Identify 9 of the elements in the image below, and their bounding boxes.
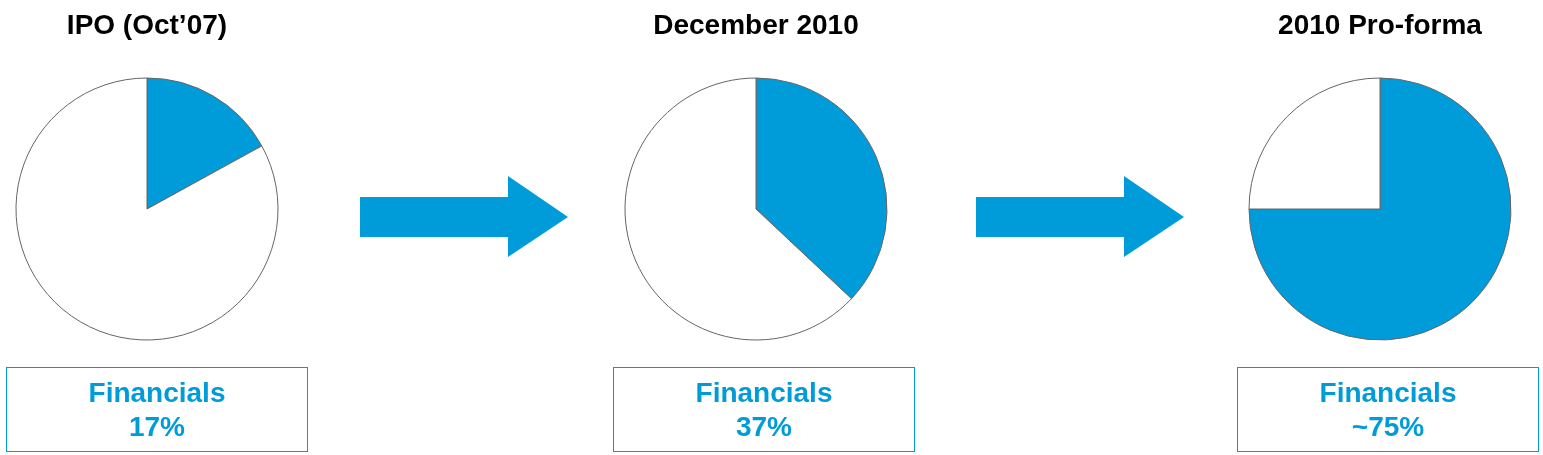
text: Financials [694, 376, 834, 410]
text: Financials [1318, 376, 1458, 410]
chart-title: IPO (Oct’07) [65, 9, 229, 41]
chart-title: 2010 Pro-forma [1277, 9, 1483, 41]
text: Financials [87, 376, 227, 410]
text: 17% [127, 410, 186, 444]
chart-title: December 2010 [652, 9, 860, 41]
text: 37% [734, 410, 793, 444]
text: ~75% [1350, 410, 1426, 444]
